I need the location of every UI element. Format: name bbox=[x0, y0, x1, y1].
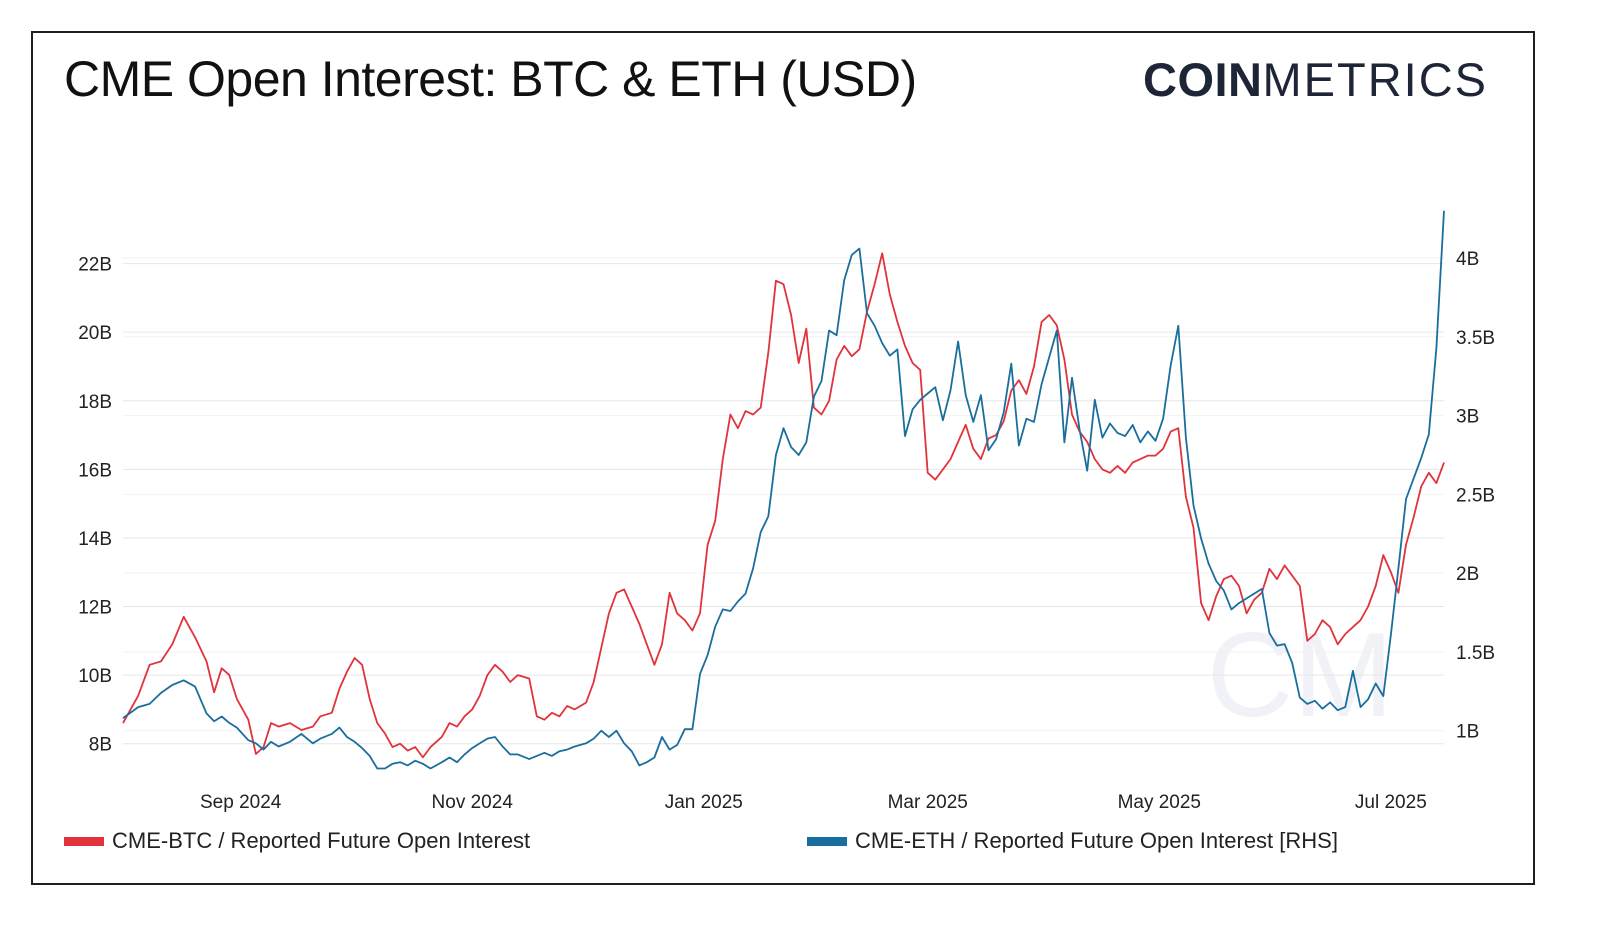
chart-frame bbox=[31, 31, 1535, 885]
y-left-tick-label: 14B bbox=[78, 529, 112, 550]
x-tick-label: Sep 2024 bbox=[200, 792, 282, 813]
y-right-tick-label: 2.5B bbox=[1456, 485, 1495, 506]
left-y-axis: 8B 10B 12B 14B 16B 18B 20B 22B bbox=[78, 255, 112, 756]
x-tick-label: Nov 2024 bbox=[432, 792, 514, 813]
y-left-tick-label: 18B bbox=[78, 392, 112, 413]
x-tick-label: Mar 2025 bbox=[888, 792, 968, 813]
right-y-axis: 1B 1.5B 2B 2.5B 3B 3.5B 4B bbox=[1456, 249, 1495, 743]
gridlines bbox=[123, 257, 1444, 745]
eth-series-line bbox=[122, 210, 1445, 770]
brand-logo-light: METRICS bbox=[1262, 53, 1488, 106]
chart-title: CME Open Interest: BTC & ETH (USD) bbox=[64, 51, 917, 107]
x-tick-label: Jul 2025 bbox=[1355, 792, 1427, 813]
y-left-tick-label: 12B bbox=[78, 598, 112, 619]
series-lines bbox=[122, 210, 1445, 770]
legend-swatch-eth bbox=[807, 836, 847, 846]
brand-logo-bold: COIN bbox=[1143, 53, 1263, 106]
brand-logo: COINMETRICS bbox=[1143, 52, 1488, 107]
legend-swatch-btc bbox=[64, 836, 104, 846]
btc-series-line bbox=[122, 252, 1445, 759]
y-right-tick-label: 4B bbox=[1456, 249, 1479, 270]
legend-label-btc: CME-BTC / Reported Future Open Interest bbox=[112, 828, 531, 853]
y-left-tick-label: 20B bbox=[78, 323, 112, 344]
y-right-tick-label: 1.5B bbox=[1456, 643, 1495, 664]
y-right-tick-label: 2B bbox=[1456, 564, 1479, 585]
y-right-tick-label: 3B bbox=[1456, 407, 1479, 428]
y-left-tick-label: 16B bbox=[78, 460, 112, 481]
y-right-tick-label: 1B bbox=[1456, 722, 1479, 743]
y-left-tick-label: 8B bbox=[89, 735, 112, 756]
legend-item-btc: CME-BTC / Reported Future Open Interest bbox=[64, 828, 530, 854]
y-right-tick-label: 3.5B bbox=[1456, 328, 1495, 349]
x-tick-label: Jan 2025 bbox=[665, 792, 743, 813]
legend-label-eth: CME-ETH / Reported Future Open Interest … bbox=[855, 828, 1338, 853]
x-axis: Sep 2024 Nov 2024 Jan 2025 Mar 2025 May 2025… bbox=[200, 792, 1427, 813]
y-left-tick-label: 22B bbox=[78, 255, 112, 276]
legend-item-eth: CME-ETH / Reported Future Open Interest … bbox=[807, 828, 1338, 854]
x-tick-label: May 2025 bbox=[1118, 792, 1201, 813]
y-left-tick-label: 10B bbox=[78, 666, 112, 687]
